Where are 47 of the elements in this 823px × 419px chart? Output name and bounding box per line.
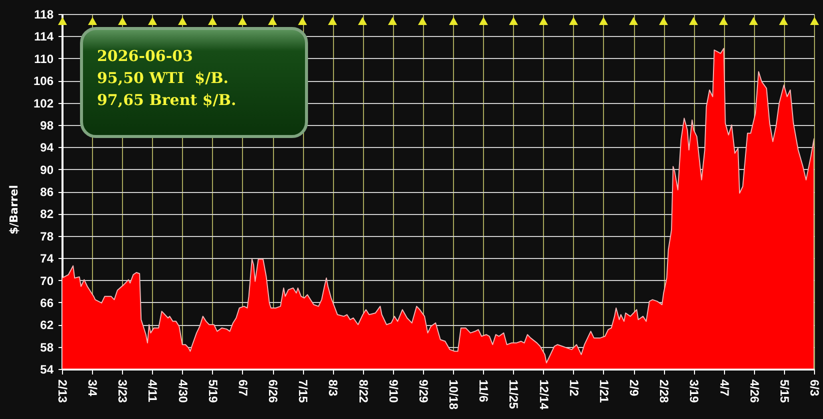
x-tick-label: 8/3 bbox=[326, 380, 340, 397]
y-tick-label: 118 bbox=[34, 8, 54, 22]
y-tick-label: 58 bbox=[40, 340, 54, 354]
y-tick-label: 62 bbox=[40, 318, 54, 332]
y-tick-label: 86 bbox=[40, 185, 54, 199]
x-tick-label: 2/13 bbox=[56, 380, 70, 404]
x-tick-label: 3/23 bbox=[116, 380, 130, 404]
y-tick-label: 74 bbox=[40, 252, 54, 266]
x-tick-label: 6/3 bbox=[808, 380, 822, 397]
y-tick-label: 94 bbox=[40, 140, 54, 155]
y-tick-label: 90 bbox=[40, 162, 54, 177]
x-tick-label: 4/7 bbox=[717, 380, 732, 397]
x-tick-label: 2/9 bbox=[627, 380, 642, 397]
y-tick-label: 106 bbox=[33, 74, 54, 88]
y-tick-label: 66 bbox=[40, 296, 54, 310]
x-tick-label: 1/2 bbox=[566, 380, 581, 397]
x-tick-label: 6/26 bbox=[266, 380, 280, 404]
x-tick-label: 5/19 bbox=[206, 380, 220, 404]
y-tick-label: 82 bbox=[40, 207, 54, 222]
y-tick-label: 98 bbox=[40, 118, 54, 132]
y-tick-label: 70 bbox=[40, 274, 54, 288]
x-tick-label: 3/4 bbox=[86, 380, 100, 397]
x-tick-label: 1/21 bbox=[596, 380, 611, 404]
y-tick-label: 54 bbox=[40, 362, 54, 376]
x-tick-label: 7/15 bbox=[296, 380, 310, 404]
y-tick-label: 110 bbox=[34, 52, 54, 66]
x-tick-label: 5/15 bbox=[777, 380, 792, 404]
x-tick-label: 11/6 bbox=[476, 380, 491, 403]
x-tick-label: 11/25 bbox=[506, 380, 521, 410]
y-tick-label: 78 bbox=[40, 229, 54, 244]
x-tick-label: 8/22 bbox=[356, 380, 370, 404]
y-tick-label: 102 bbox=[33, 96, 54, 110]
x-tick-label: 9/29 bbox=[416, 380, 430, 404]
x-tick-label: 12/14 bbox=[536, 380, 551, 410]
annotation: 2026-06-03 bbox=[97, 46, 194, 67]
x-tick-label: 4/30 bbox=[176, 380, 190, 404]
x-tick-label: 9/10 bbox=[386, 380, 400, 404]
x-tick-label: 2/28 bbox=[657, 380, 672, 404]
y-tick-label: 114 bbox=[34, 30, 54, 44]
annotation: 97,65 Brent $/B. bbox=[97, 90, 236, 111]
x-tick-label: 4/11 bbox=[146, 380, 160, 403]
x-tick-label: 6/7 bbox=[236, 380, 250, 397]
x-tick-label: 10/18 bbox=[446, 380, 461, 410]
y-axis-title: $/Barrel bbox=[8, 184, 20, 235]
x-tick-label: 3/19 bbox=[687, 380, 702, 404]
annotation: 95,50 WTI $/B. bbox=[97, 68, 230, 89]
x-tick-label: 4/26 bbox=[747, 380, 762, 404]
